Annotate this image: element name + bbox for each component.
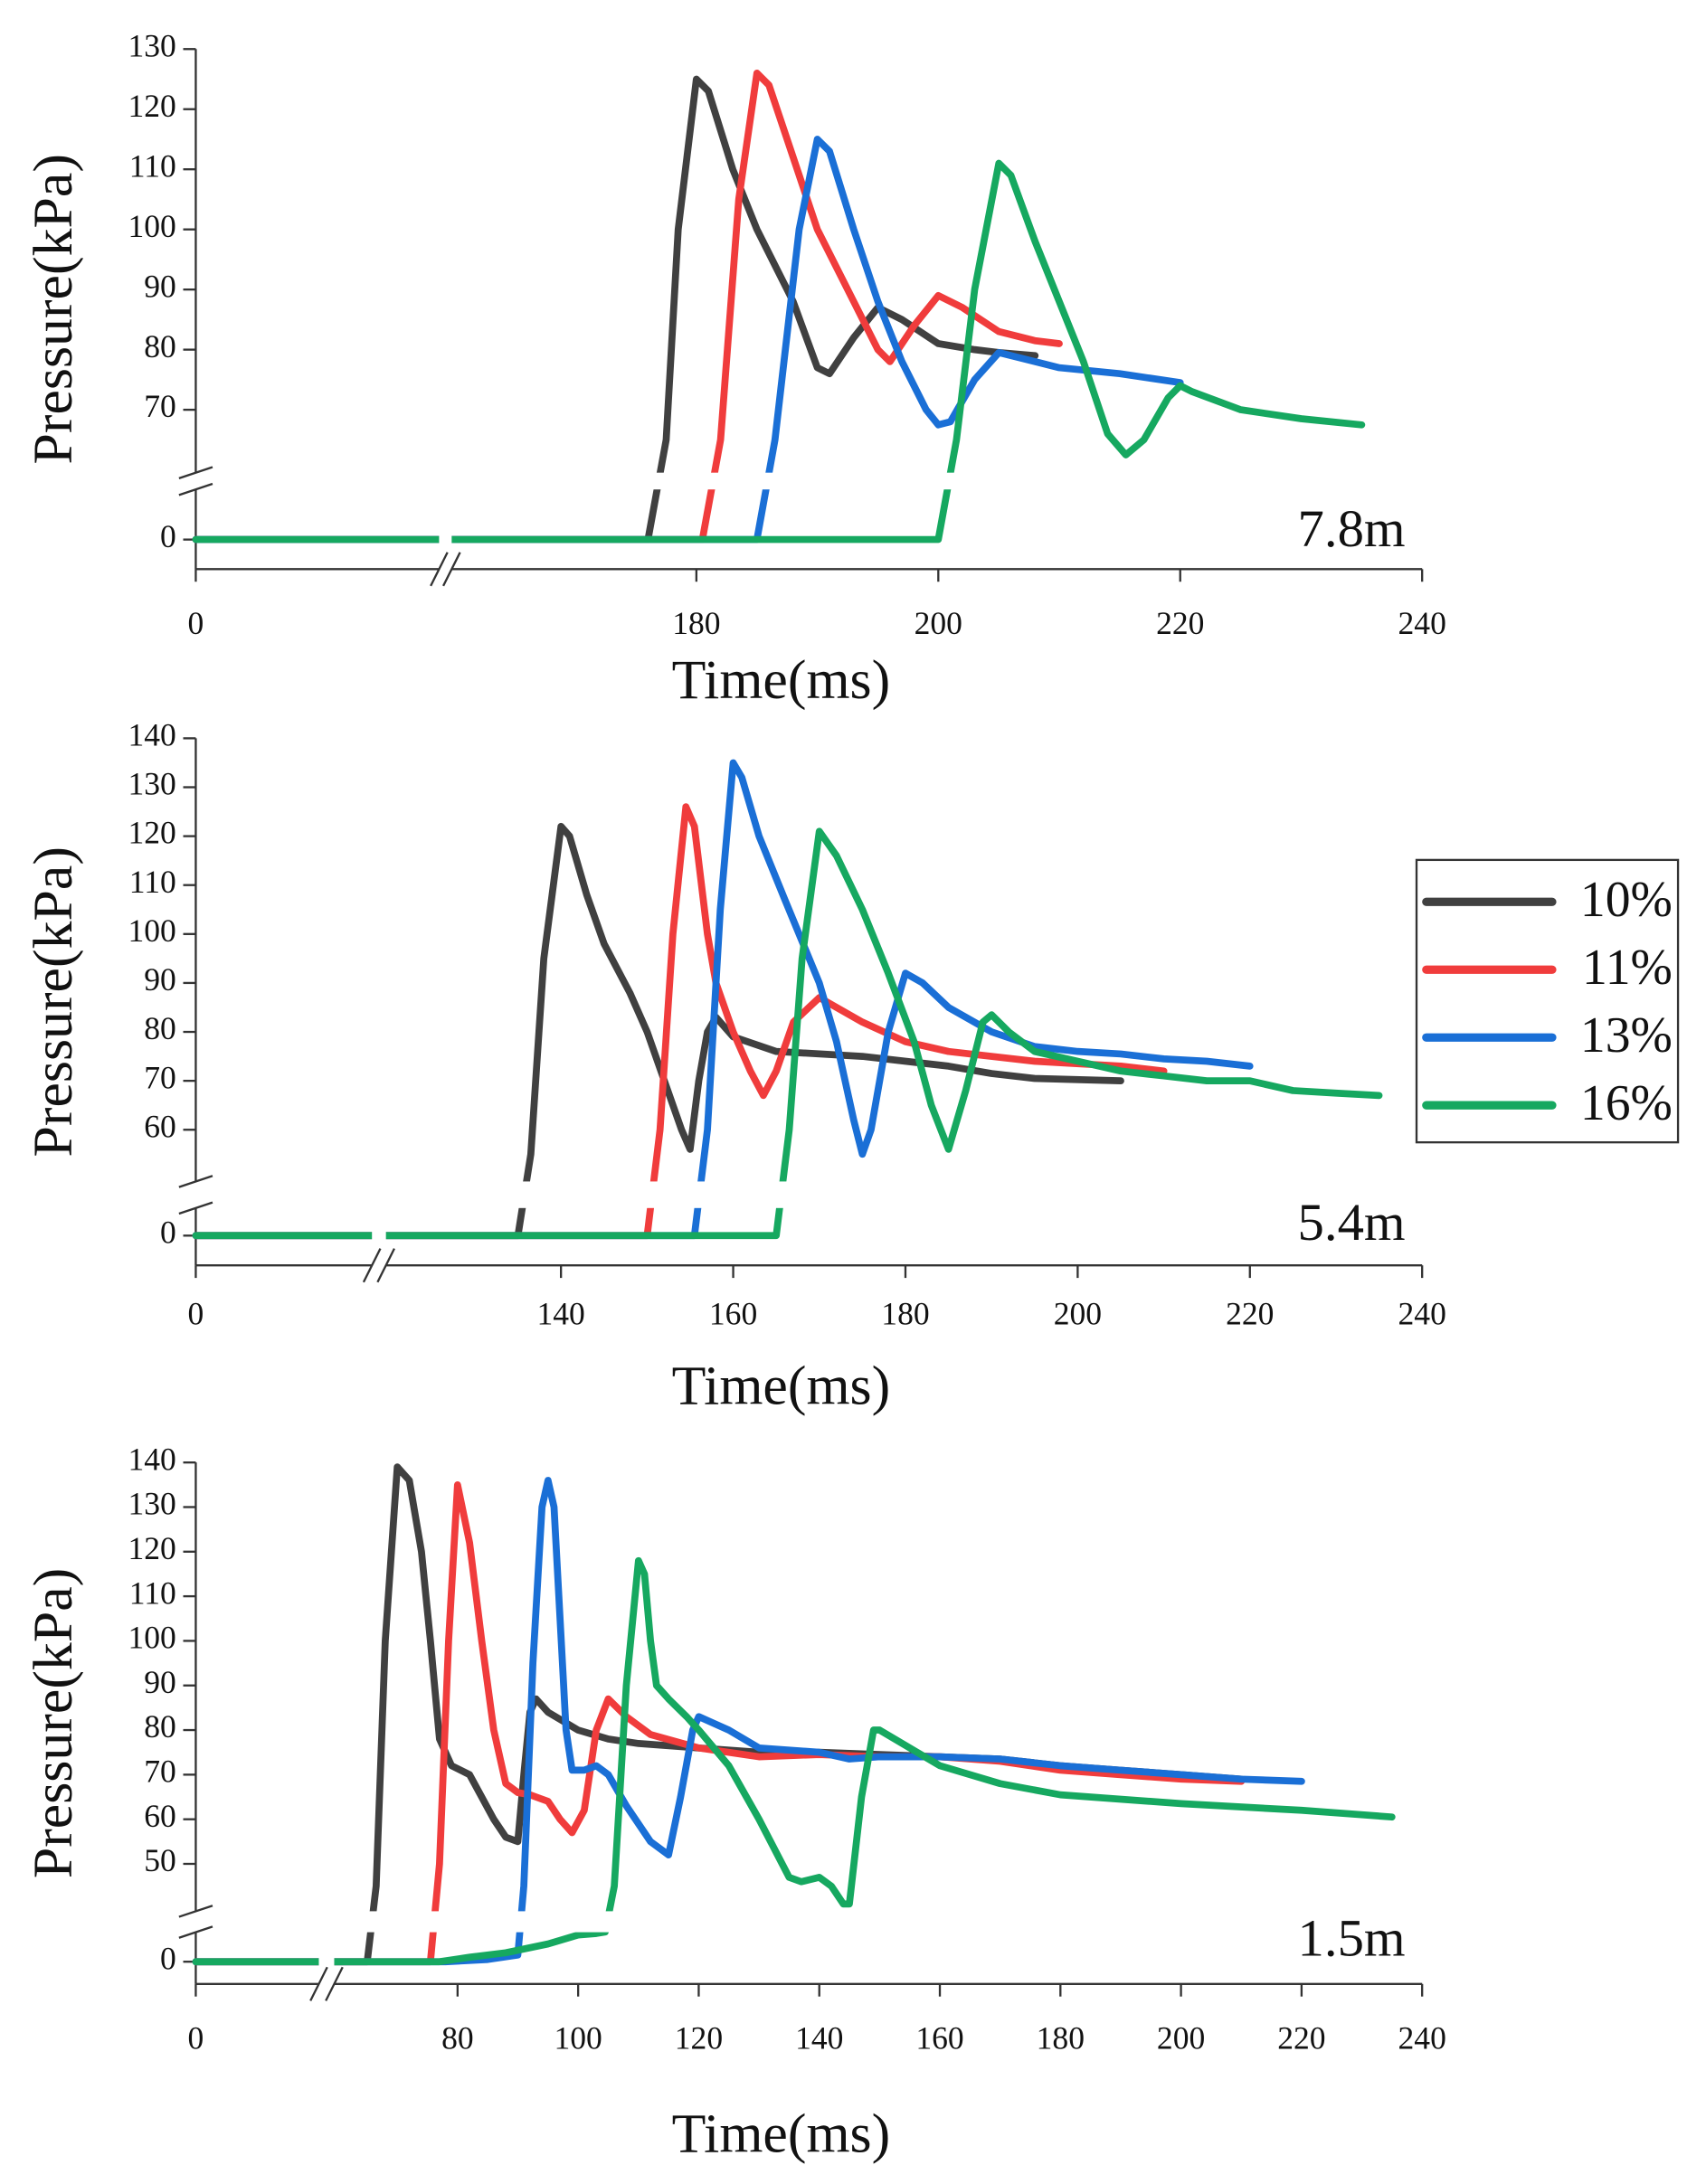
y-axis-label: Pressure(kPa) — [23, 846, 84, 1157]
y-tick-label: 0 — [160, 1214, 176, 1250]
y-tick-label: 120 — [128, 815, 175, 851]
y-tick-label: 90 — [144, 1664, 176, 1700]
x-tick-label: 100 — [554, 2019, 602, 2056]
series-line — [192, 822, 1124, 1240]
y-break-mark — [178, 1175, 213, 1188]
x-tick-label: 120 — [675, 2019, 723, 2056]
legend-label: 13% — [1580, 1007, 1673, 1064]
y-tick-label: 60 — [144, 1108, 176, 1144]
x-axis-label: Time(ms) — [672, 649, 891, 711]
y-break-gap — [178, 472, 1434, 490]
x-break-mark — [362, 1248, 382, 1283]
y-tick-label: 100 — [128, 1620, 175, 1656]
y-tick-label: 120 — [128, 1530, 175, 1566]
series-line — [192, 759, 1254, 1240]
y-tick-label: 70 — [144, 388, 176, 424]
y-break-mark — [178, 482, 213, 496]
x-tick-label: 220 — [1277, 2019, 1325, 2056]
x-tick-label: 140 — [795, 2019, 843, 2056]
x-tick-label: 180 — [1037, 2019, 1085, 2056]
x-tick-label: 0 — [188, 2019, 204, 2056]
y-tick-label: 130 — [128, 766, 175, 802]
x-break-gap — [318, 1448, 335, 1990]
series-line — [192, 1556, 1396, 1966]
legend: 10% 11% 13% 16% — [1415, 858, 1680, 1144]
series-line — [192, 159, 1366, 544]
y-tick-label: 130 — [128, 1486, 175, 1522]
y-tick-label: 140 — [128, 1441, 175, 1477]
y-tick-label: 60 — [144, 1798, 176, 1834]
series-line — [192, 75, 1039, 544]
x-tick-label: 140 — [537, 1296, 585, 1332]
series-line — [192, 803, 1168, 1240]
x-tick-label: 180 — [672, 605, 720, 641]
x-break-mark — [442, 552, 461, 587]
legend-label: 16% — [1580, 1075, 1673, 1131]
x-tick-label: 240 — [1398, 605, 1446, 641]
x-tick-label: 200 — [1054, 1296, 1102, 1332]
y-tick-label: 100 — [128, 912, 175, 949]
y-tick-label: 110 — [129, 147, 176, 184]
y-tick-label: 80 — [144, 328, 176, 364]
y-tick-label: 110 — [129, 864, 176, 900]
y-tick-label: 0 — [160, 518, 176, 554]
x-break-mark — [376, 1248, 395, 1283]
x-tick-label: 80 — [441, 2019, 474, 2056]
series-line — [192, 1477, 1305, 1966]
y-tick-label: 80 — [144, 1010, 176, 1046]
y-tick-label: 70 — [144, 1059, 176, 1095]
legend-label: 10% — [1580, 872, 1673, 928]
x-break-mark — [309, 1966, 328, 2001]
x-break-mark — [325, 1966, 344, 2001]
y-break-mark — [178, 466, 213, 479]
y-break-mark — [178, 1925, 213, 1939]
x-tick-label: 160 — [915, 2019, 963, 2056]
y-tick-label: 50 — [144, 1842, 176, 1878]
x-tick-label: 220 — [1156, 605, 1204, 641]
y-tick-label: 130 — [128, 27, 175, 63]
y-tick-label: 120 — [128, 88, 175, 124]
annotation: 7.8m — [1298, 499, 1406, 558]
x-tick-label: 200 — [915, 605, 962, 641]
x-tick-label: 0 — [188, 1296, 204, 1332]
series-line — [192, 136, 1184, 544]
y-tick-label: 100 — [128, 208, 175, 244]
x-tick-label: 240 — [1398, 1296, 1446, 1332]
y-tick-label: 90 — [144, 961, 176, 997]
y-tick-label: 90 — [144, 268, 176, 304]
y-break-gap — [178, 1181, 1434, 1208]
y-break-mark — [178, 1905, 213, 1918]
x-tick-label: 240 — [1398, 2019, 1446, 2056]
y-axis-label: Pressure(kPa) — [23, 1568, 84, 1878]
x-tick-label: 200 — [1157, 2019, 1205, 2056]
y-tick-label: 70 — [144, 1754, 176, 1790]
y-break-mark — [178, 1201, 213, 1215]
annotation: 1.5m — [1298, 1908, 1406, 1967]
y-tick-label: 140 — [128, 717, 175, 753]
legend-box — [1415, 858, 1680, 1144]
y-tick-label: 110 — [129, 1574, 176, 1611]
y-tick-label: 80 — [144, 1708, 176, 1744]
x-tick-label: 0 — [188, 605, 204, 641]
x-tick-label: 160 — [709, 1296, 757, 1332]
series-line — [192, 1463, 1246, 1966]
x-tick-label: 220 — [1226, 1296, 1274, 1332]
legend-label: 11% — [1582, 940, 1673, 996]
y-tick-label: 0 — [160, 1940, 176, 1976]
x-tick-label: 180 — [881, 1296, 929, 1332]
x-break-mark — [430, 552, 449, 587]
series-line — [192, 827, 1383, 1240]
x-break-gap — [439, 34, 452, 575]
x-axis-label: Time(ms) — [672, 2104, 891, 2165]
y-break-gap — [178, 1911, 1434, 1933]
x-break-gap — [372, 723, 386, 1272]
y-axis-label: Pressure(kPa) — [23, 154, 84, 464]
x-axis-label: Time(ms) — [672, 1356, 891, 1417]
series-line — [192, 69, 1063, 544]
annotation: 5.4m — [1298, 1193, 1406, 1252]
